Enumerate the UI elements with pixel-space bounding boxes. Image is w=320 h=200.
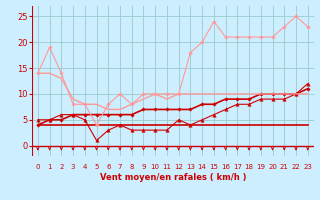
X-axis label: Vent moyen/en rafales ( km/h ): Vent moyen/en rafales ( km/h ) bbox=[100, 173, 246, 182]
